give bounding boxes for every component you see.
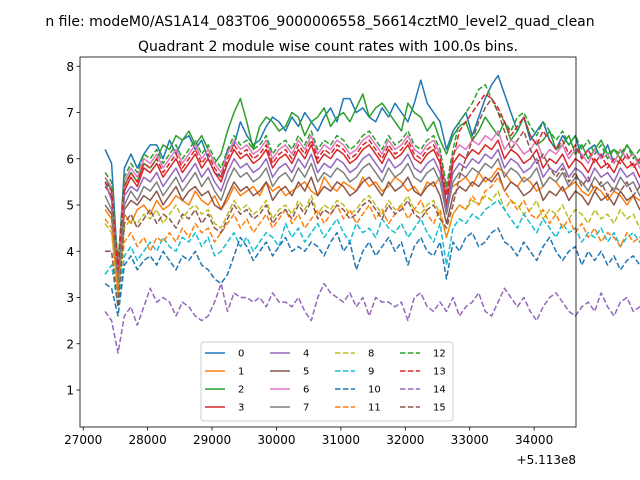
series-line-3 — [104, 139, 640, 276]
legend-label-1: 1 — [238, 367, 244, 378]
x-tick-label: 29000 — [193, 433, 231, 447]
legend-label-7: 7 — [303, 403, 309, 414]
legend-label-2: 2 — [238, 385, 244, 396]
x-tick-label: 27000 — [64, 433, 102, 447]
y-tick-label: 3 — [66, 291, 74, 305]
series-line-11 — [104, 176, 640, 294]
plot-area — [104, 74, 640, 354]
series-line-6 — [104, 130, 640, 271]
axes-frame — [79, 56, 577, 428]
legend-label-12: 12 — [433, 349, 446, 360]
legend-label-3: 3 — [238, 403, 244, 414]
chart-title: Quadrant 2 module wise count rates with … — [138, 39, 518, 55]
legend-box — [200, 341, 454, 422]
legend-label-8: 8 — [368, 349, 374, 360]
legend-label-14: 14 — [433, 385, 446, 396]
y-tick-label: 2 — [66, 337, 74, 351]
series-line-8 — [104, 190, 640, 299]
legend-label-10: 10 — [368, 385, 381, 396]
x-tick-label: 28000 — [129, 433, 167, 447]
y-tick-label: 1 — [66, 384, 74, 398]
legend-label-11: 11 — [368, 403, 381, 414]
series-line-13 — [104, 93, 640, 271]
y-tick-label: 6 — [66, 152, 74, 166]
y-tick-label: 5 — [66, 199, 74, 213]
figure-suptitle: n file: modeM0/AS1A14_083T06_9000006558_… — [45, 14, 594, 30]
series-line-12 — [104, 84, 640, 266]
legend-label-15: 15 — [433, 403, 446, 414]
legend-label-5: 5 — [303, 367, 309, 378]
legend-label-0: 0 — [238, 349, 244, 360]
series-line-14 — [104, 282, 640, 354]
legend-label-4: 4 — [303, 349, 309, 360]
x-tick-label: 33000 — [451, 433, 489, 447]
legend-label-9: 9 — [368, 367, 374, 378]
series-line-15 — [105, 97, 640, 308]
x-tick-label: 30000 — [257, 433, 295, 447]
x-tick-label: 34000 — [515, 433, 553, 447]
x-tick-label: 31000 — [322, 433, 360, 447]
series-line-4 — [104, 148, 640, 280]
legend-label-13: 13 — [433, 367, 446, 378]
x-offset-label: +5.113e8 — [517, 453, 576, 467]
series-line-5 — [104, 171, 640, 290]
series-line-7 — [104, 157, 640, 285]
series-line-10 — [104, 227, 640, 317]
legend-label-6: 6 — [303, 385, 309, 396]
axes: 27000 28000 29000 30000 31000 32000 33000 34000… — [64, 56, 577, 467]
y-tick-label: 7 — [66, 106, 74, 120]
series-line-9 — [104, 199, 640, 308]
x-tick-label: 32000 — [386, 433, 424, 447]
y-tick-label: 8 — [66, 60, 74, 74]
y-tick-label: 4 — [66, 245, 74, 259]
